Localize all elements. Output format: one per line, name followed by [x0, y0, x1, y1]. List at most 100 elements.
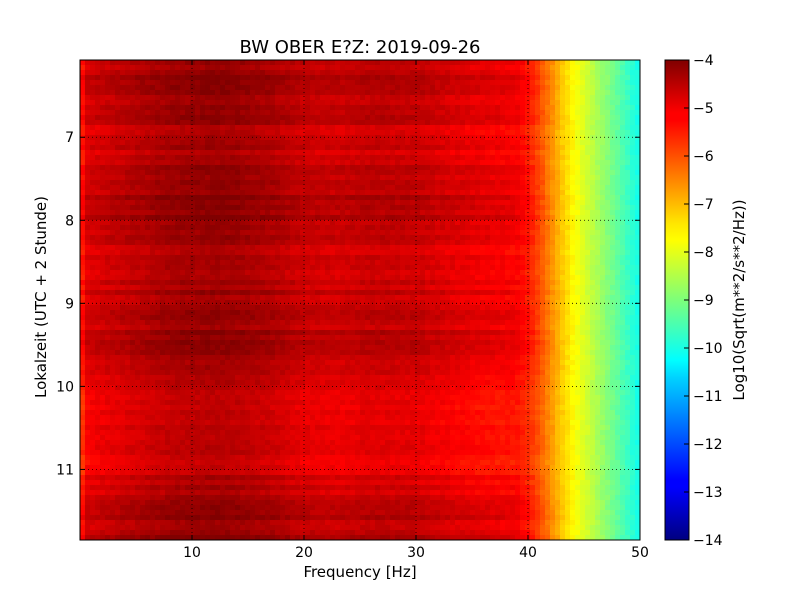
- heatmap-cell: [515, 230, 521, 236]
- heatmap-cell: [530, 215, 536, 221]
- heatmap-cell: [570, 150, 576, 156]
- heatmap-cell: [115, 175, 121, 181]
- heatmap-cell: [130, 190, 136, 196]
- heatmap-cell: [580, 270, 586, 276]
- heatmap-cell: [310, 195, 316, 201]
- heatmap-cell: [425, 165, 431, 171]
- heatmap-cell: [615, 220, 621, 226]
- heatmap-cell: [390, 165, 396, 171]
- heatmap-cell: [470, 180, 476, 186]
- heatmap-cell: [545, 75, 551, 81]
- heatmap-cell: [330, 115, 336, 121]
- heatmap-cell: [310, 165, 316, 171]
- heatmap-cell: [605, 250, 611, 256]
- heatmap-cell: [350, 95, 356, 101]
- heatmap-cell: [595, 155, 601, 161]
- heatmap-cell: [485, 210, 491, 216]
- heatmap-cell: [275, 85, 281, 91]
- heatmap-cell: [165, 210, 171, 216]
- heatmap-cell: [585, 270, 591, 276]
- heatmap-cell: [445, 70, 451, 76]
- heatmap-cell: [325, 275, 331, 281]
- heatmap-cell: [170, 135, 176, 141]
- heatmap-cell: [440, 245, 446, 251]
- heatmap-cell: [600, 95, 606, 101]
- heatmap-cell: [180, 185, 186, 191]
- heatmap-cell: [360, 195, 366, 201]
- heatmap-cell: [240, 170, 246, 176]
- heatmap-cell: [565, 120, 571, 126]
- heatmap-cell: [195, 70, 201, 76]
- heatmap-cell: [495, 180, 501, 186]
- heatmap-cell: [170, 185, 176, 191]
- heatmap-cell: [345, 235, 351, 241]
- heatmap-cell: [145, 230, 151, 236]
- heatmap-cell: [295, 165, 301, 171]
- heatmap-cell: [580, 160, 586, 166]
- heatmap-cell: [250, 60, 256, 66]
- heatmap-cell: [215, 235, 221, 241]
- heatmap-cell: [180, 255, 186, 261]
- heatmap-cell: [435, 200, 441, 206]
- heatmap-cell: [500, 275, 506, 281]
- heatmap-cell: [185, 170, 191, 176]
- heatmap-cell: [105, 85, 111, 91]
- heatmap-cell: [625, 120, 631, 126]
- heatmap-cell: [630, 150, 636, 156]
- heatmap-cell: [230, 100, 236, 106]
- heatmap-cell: [540, 130, 546, 136]
- heatmap-cell: [135, 65, 141, 71]
- heatmap-cell: [85, 210, 91, 216]
- heatmap-cell: [555, 150, 561, 156]
- heatmap-cell: [325, 130, 331, 136]
- heatmap-cell: [170, 280, 176, 286]
- heatmap-cell: [595, 110, 601, 116]
- heatmap-cell: [425, 260, 431, 266]
- heatmap-cell: [630, 170, 636, 176]
- heatmap-cell: [120, 125, 126, 131]
- heatmap-cell: [380, 245, 386, 251]
- heatmap-cell: [80, 70, 86, 76]
- heatmap-cell: [285, 200, 291, 206]
- heatmap-cell: [235, 170, 241, 176]
- heatmap-cell: [165, 230, 171, 236]
- heatmap-cell: [360, 245, 366, 251]
- heatmap-cell: [450, 170, 456, 176]
- heatmap-cell: [495, 260, 501, 266]
- heatmap-cell: [445, 125, 451, 131]
- heatmap-cell: [470, 70, 476, 76]
- heatmap-cell: [255, 140, 261, 146]
- heatmap-cell: [185, 90, 191, 96]
- heatmap-cell: [300, 185, 306, 191]
- heatmap-cell: [150, 185, 156, 191]
- heatmap-cell: [145, 70, 151, 76]
- heatmap-cell: [200, 250, 206, 256]
- heatmap-cell: [495, 120, 501, 126]
- heatmap-cell: [150, 165, 156, 171]
- heatmap-cell: [95, 180, 101, 186]
- heatmap-cell: [520, 245, 526, 251]
- heatmap-cell: [280, 220, 286, 226]
- heatmap-cell: [80, 250, 86, 256]
- heatmap-cell: [470, 255, 476, 261]
- heatmap-cell: [285, 95, 291, 101]
- heatmap-cell: [620, 275, 626, 281]
- heatmap-cell: [120, 80, 126, 86]
- heatmap-cell: [205, 225, 211, 231]
- heatmap-cell: [555, 205, 561, 211]
- heatmap-cell: [185, 230, 191, 236]
- heatmap-cell: [270, 245, 276, 251]
- heatmap-cell: [605, 175, 611, 181]
- heatmap-cell: [385, 230, 391, 236]
- heatmap-cell: [100, 165, 106, 171]
- heatmap-cell: [240, 210, 246, 216]
- heatmap-cell: [140, 250, 146, 256]
- heatmap-cell: [630, 270, 636, 276]
- heatmap-cell: [375, 85, 381, 91]
- heatmap-cell: [435, 70, 441, 76]
- heatmap-cell: [600, 225, 606, 231]
- heatmap-cell: [595, 270, 601, 276]
- heatmap-cell: [295, 120, 301, 126]
- heatmap-cell: [610, 265, 616, 271]
- heatmap-cell: [575, 185, 581, 191]
